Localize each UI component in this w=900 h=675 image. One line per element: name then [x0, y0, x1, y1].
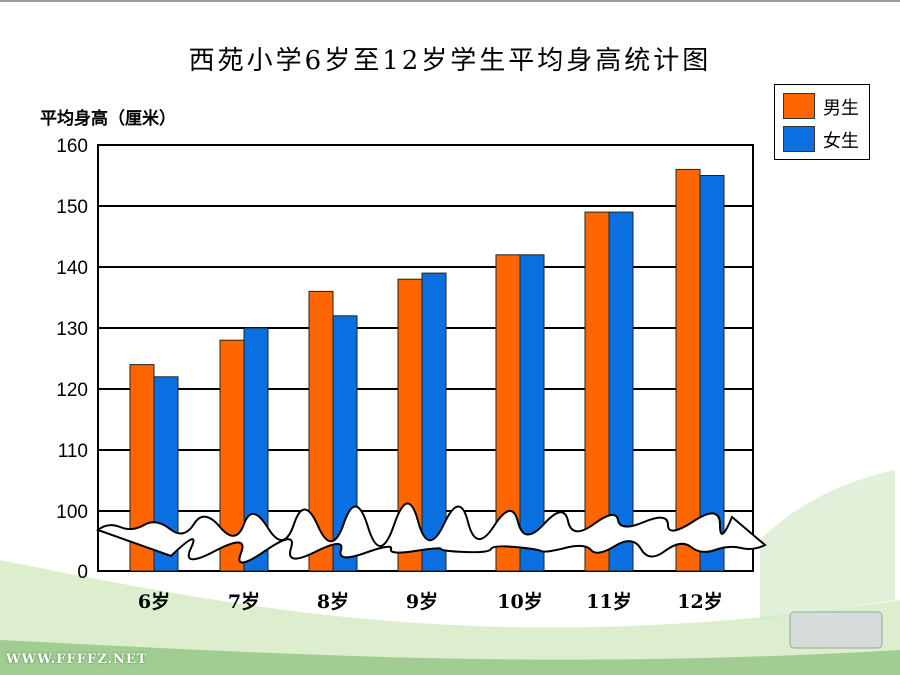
y-tick-label: 160: [56, 136, 88, 157]
y-tick-label: 150: [56, 197, 88, 218]
y-tick-label: 0: [77, 562, 88, 583]
y-tick-label: 140: [56, 258, 88, 279]
bar-girls: [421, 272, 447, 572]
laptop-decoration: [789, 611, 883, 649]
legend-swatch-boys: [783, 93, 815, 119]
top-divider-line: [0, 0, 900, 2]
y-tick-label: 120: [56, 380, 88, 401]
bar-girls: [699, 175, 725, 572]
green-band-decoration: [0, 640, 900, 675]
chart-title: 西苑小学6岁至12岁学生平均身高统计图: [188, 46, 712, 76]
background-decoration: [0, 470, 900, 675]
x-tick-label: 12岁: [677, 590, 722, 613]
footer-url: WWW.FFFFZ.NET: [6, 652, 148, 667]
axis-break-band: [95, 502, 767, 564]
legend-item-girls: 女生: [783, 123, 867, 152]
x-tick-label: 8岁: [317, 590, 349, 613]
legend: 男生 女生: [774, 84, 870, 160]
x-tick-label: 6岁: [138, 590, 170, 613]
bar-girls: [608, 211, 634, 572]
legend-swatch-girls: [783, 126, 815, 152]
y-tick-label: 100: [56, 502, 88, 523]
y-tick-labels: 160 150 140 130 120 110 100 0: [56, 136, 88, 583]
legend-label-girls: 女生: [823, 131, 859, 152]
green-wave-decoration: [0, 560, 900, 675]
bar-boys: [675, 168, 701, 572]
x-tick-labels: 6岁 7岁 8岁 9岁 10岁 11岁 12岁: [138, 590, 723, 613]
y-axis-label: 平均身高（厘米）: [40, 109, 176, 129]
x-tick-label: 11岁: [586, 590, 631, 613]
y-tick-label: 130: [56, 319, 88, 340]
x-tick-label: 7岁: [228, 590, 260, 613]
x-tick-label: 10岁: [497, 590, 542, 613]
legend-item-boys: 男生: [783, 90, 867, 119]
legend-label-boys: 男生: [823, 98, 859, 119]
bar-girls: [519, 254, 545, 572]
y-tick-label: 110: [58, 441, 88, 462]
x-tick-label: 9岁: [406, 590, 438, 613]
leaf-decoration: [760, 470, 895, 620]
